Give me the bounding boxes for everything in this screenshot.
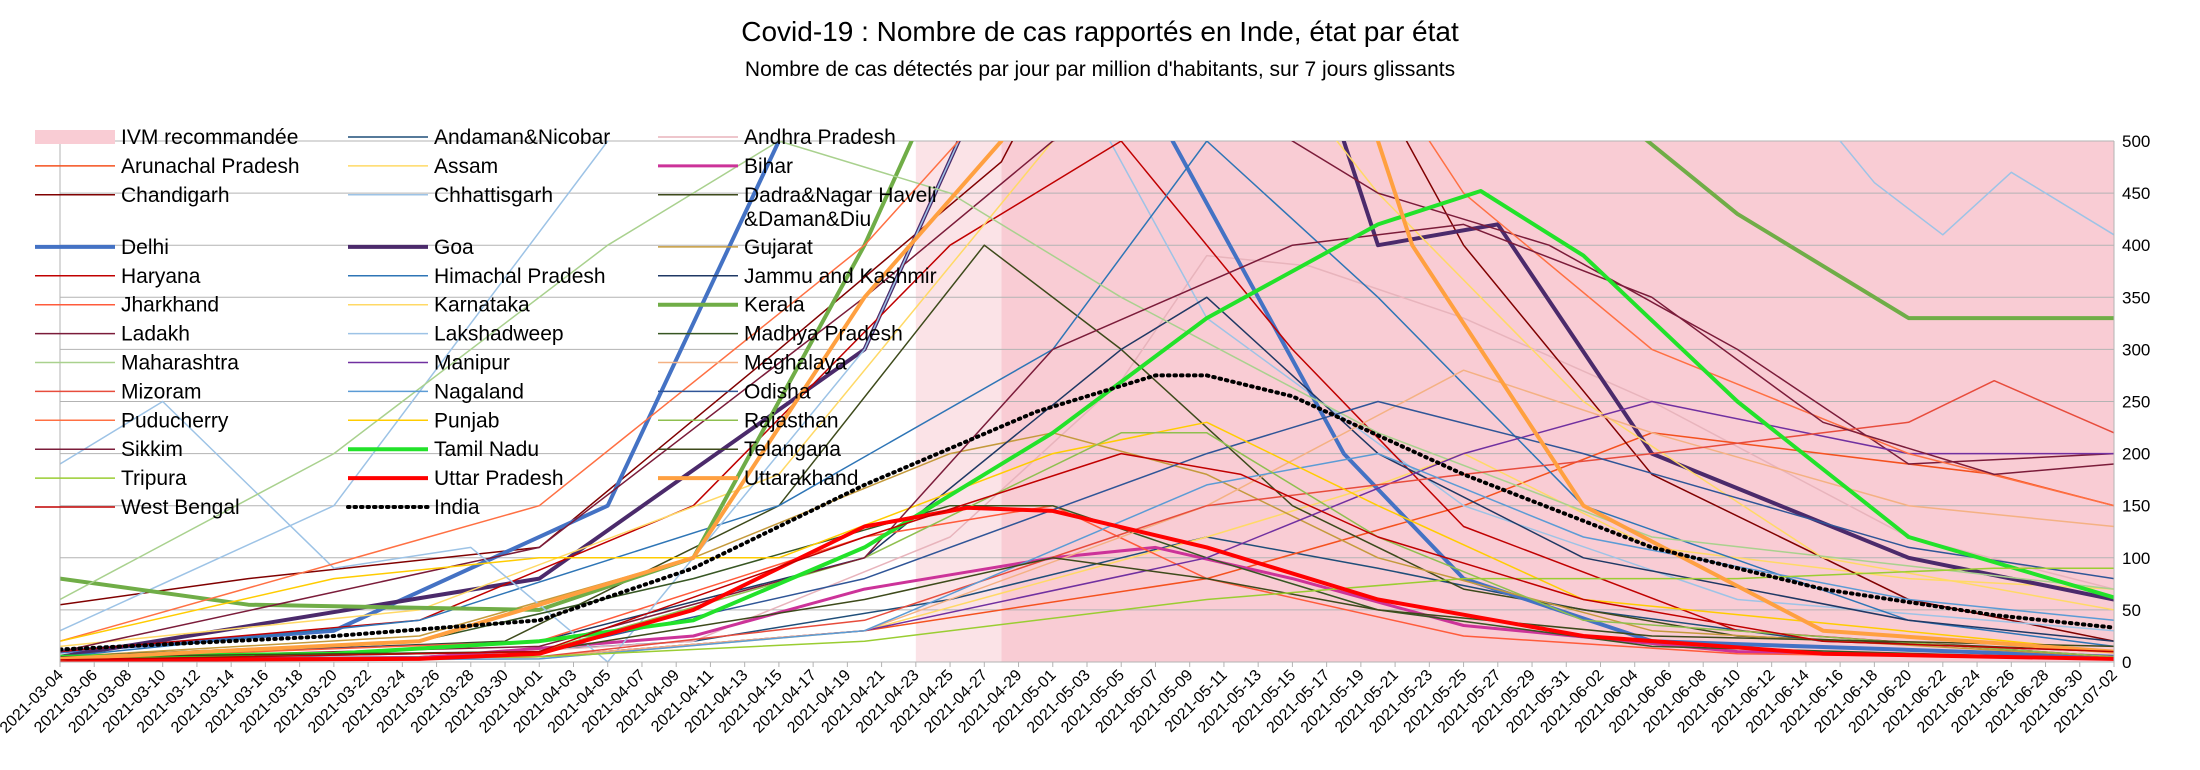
legend-label: Bihar	[744, 155, 793, 178]
legend-label: Haryana	[121, 265, 201, 288]
series-line-india	[60, 373, 2114, 652]
series-line-lakshadweep	[60, 141, 2114, 662]
legend-label: Chhattisgarh	[434, 184, 553, 207]
series-line-goa	[60, 141, 2114, 659]
legend-label: Tamil Nadu	[434, 438, 539, 461]
y-tick-label: 350	[2122, 288, 2150, 307]
series-line-ladakh	[60, 141, 2114, 653]
y-tick-label: 200	[2122, 445, 2150, 464]
legend-label: Lakshadweep	[434, 323, 564, 346]
series-lines	[60, 141, 2114, 662]
series-line-meghalaya	[60, 369, 2114, 662]
legend-label: Nagaland	[434, 380, 524, 403]
legend-label: Uttar Pradesh	[434, 467, 564, 490]
legend-label: Odisha	[744, 380, 811, 403]
legend-label: Jammu and Kashmir	[744, 265, 937, 288]
series-line-jharkhand	[60, 504, 2114, 660]
legend-label: Uttarakhand	[744, 467, 858, 490]
series-line-maharashtra	[60, 141, 2114, 601]
y-tick-label: 300	[2122, 340, 2150, 359]
series-line-sikkim	[60, 223, 2114, 660]
legend-label: Punjab	[434, 409, 499, 432]
legend-label: Manipur	[434, 352, 510, 375]
legend-swatch-ivm	[35, 130, 115, 144]
series-line-karnataka	[60, 141, 2114, 648]
series-line-madhya-pradesh	[60, 504, 2114, 660]
legend-label: Sikkim	[121, 438, 183, 461]
series-line-uttarakhand	[60, 141, 2114, 661]
legend-label: Kerala	[744, 294, 805, 317]
y-tick-label: 400	[2122, 236, 2150, 255]
legend-label: Ladakh	[121, 323, 190, 346]
series-line-rajasthan	[60, 432, 2114, 660]
legend-label: Rajasthan	[744, 409, 839, 432]
legend-label: Dadra&Nagar Haveli &Daman&Diu	[744, 184, 937, 231]
series-line-telangana	[60, 557, 2114, 658]
y-tick-label: 250	[2122, 393, 2150, 412]
legend-label: Puducherry	[121, 409, 229, 432]
series-line-uttar-pradesh	[60, 505, 2114, 662]
series-line-west-bengal	[60, 452, 2114, 661]
legend-label: Chandigarh	[121, 184, 230, 207]
series-line-andhra-pradesh	[60, 254, 2114, 661]
series-line-kerala	[60, 141, 2114, 612]
legend-label: Mizoram	[121, 380, 202, 403]
chart-title: Covid-19 : Nombre de cas rapportés en In…	[741, 16, 1459, 47]
legend-label: Maharashtra	[121, 352, 239, 375]
series-line-haryana	[60, 141, 2114, 658]
legend-label: Assam	[434, 155, 498, 178]
y-tick-label: 100	[2122, 549, 2150, 568]
legend-label: Karnataka	[434, 294, 530, 317]
legend-label: Jharkhand	[121, 294, 219, 317]
legend-label: Meghalaya	[744, 352, 847, 375]
y-tick-label: 50	[2122, 601, 2141, 620]
legend-label: Tripura	[121, 467, 187, 490]
legend-label: Andaman&Nicobar	[434, 126, 610, 149]
series-line-tamil-nadu	[60, 189, 2114, 659]
y-tick-label: 500	[2122, 132, 2150, 151]
series-line-chandigarh	[60, 141, 2114, 642]
legend-label: Telangana	[744, 438, 841, 461]
legend-label: Andhra Pradesh	[744, 126, 896, 149]
series-line-punjab	[60, 421, 2114, 653]
legend-label: Goa	[434, 236, 474, 259]
legend-label: Himachal Pradesh	[434, 265, 606, 288]
y-axis-ticks: 0 50 100 150 200 250 300 350 400 450 500	[2122, 132, 2150, 672]
chart-subtitle: Nombre de cas détectés par jour par mill…	[744, 58, 1456, 81]
series-line-tripura	[60, 567, 2114, 661]
legend-label: India	[434, 496, 480, 519]
legend-label: Arunachal Pradesh	[121, 155, 300, 178]
y-tick-label: 150	[2122, 497, 2150, 516]
legend-label: IVM recommandée	[121, 126, 298, 149]
y-tick-label: 450	[2122, 184, 2150, 203]
y-tick-label: 0	[2122, 653, 2131, 672]
legend-label: Madhya Pradesh	[744, 323, 903, 346]
series-line-puducherry	[60, 141, 2114, 642]
x-axis-ticks: 2021-03-042021-03-062021-03-082021-03-10…	[0, 662, 2121, 737]
series-line-delhi	[60, 141, 2114, 659]
legend-label: Gujarat	[744, 236, 813, 259]
legend-label: West Bengal	[121, 496, 240, 519]
legend: IVM recommandée Andaman&Nicobar Andhra Pra…	[35, 126, 937, 519]
legend-label: Delhi	[121, 236, 169, 259]
